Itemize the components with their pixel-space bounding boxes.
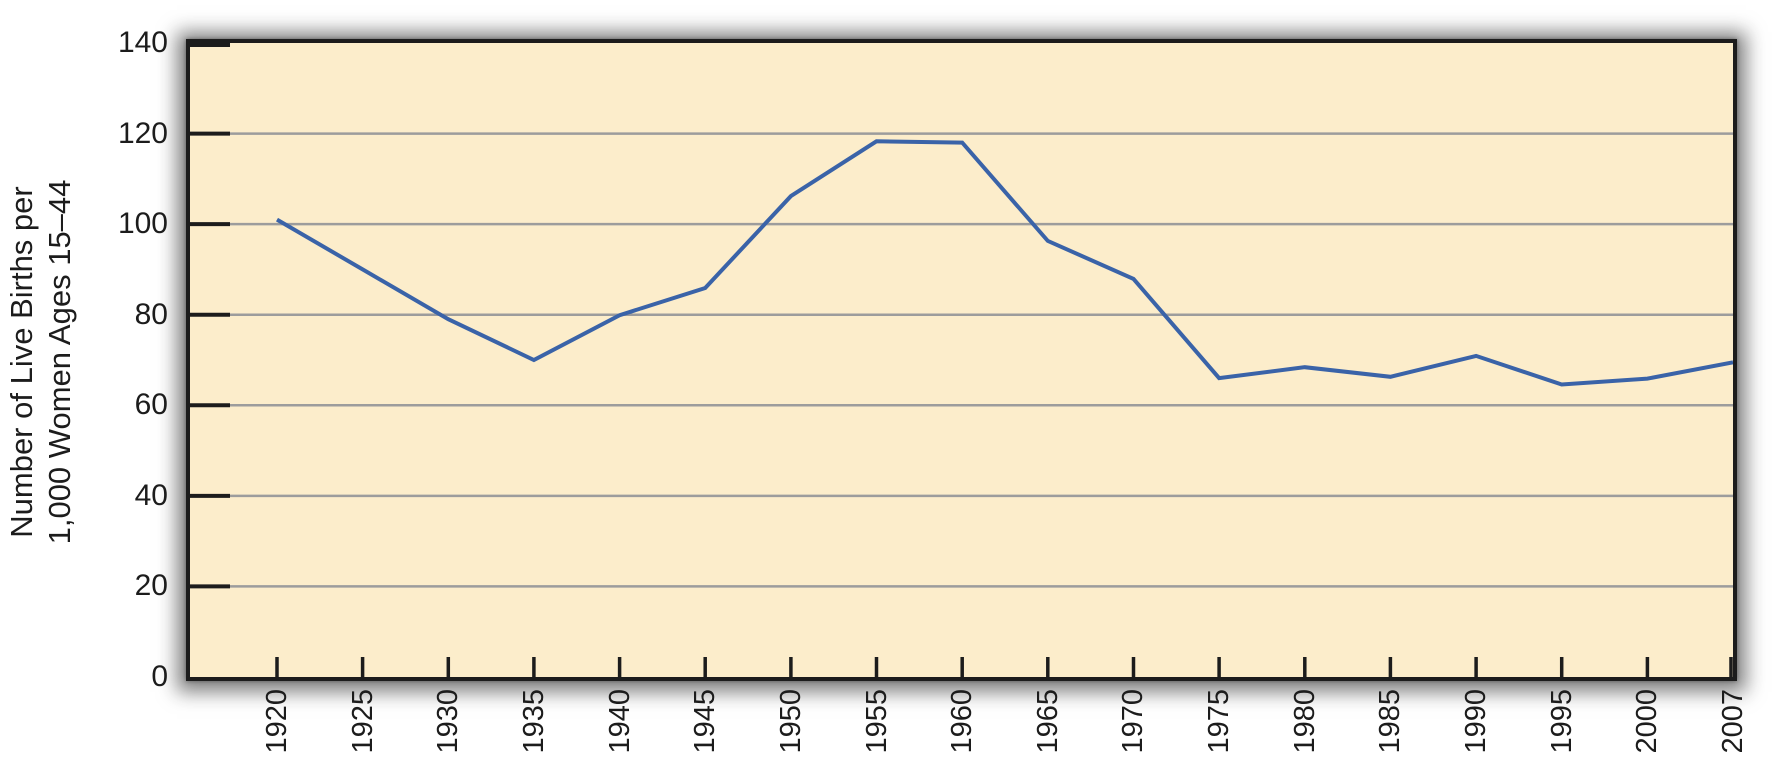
x-tick-label-1960: 1960 [946, 689, 978, 754]
x-tick-label-1955: 1955 [861, 689, 893, 754]
x-tick-label-2007: 2007 [1717, 689, 1749, 754]
x-tick-label-1940: 1940 [604, 689, 636, 754]
x-tick-label-1995: 1995 [1546, 689, 1578, 754]
y-tick-label-80: 80 [134, 298, 168, 331]
x-tick-label-1975: 1975 [1203, 689, 1235, 754]
x-tick-label-1990: 1990 [1460, 689, 1492, 754]
plot-area [186, 39, 1737, 681]
y-tick-label-0: 0 [151, 660, 168, 693]
x-tick-label-1985: 1985 [1374, 689, 1406, 754]
x-tick-label-2000: 2000 [1631, 689, 1663, 754]
x-tick-label-1970: 1970 [1117, 689, 1149, 754]
x-tick-label-1935: 1935 [518, 689, 550, 754]
x-tick-label-1920: 1920 [261, 689, 293, 754]
y-axis-title: Number of Live Births per 1,000 Women Ag… [3, 142, 79, 582]
y-axis-title-line1: Number of Live Births per [4, 186, 39, 538]
x-tick-label-1980: 1980 [1289, 689, 1321, 754]
x-tick-label-1930: 1930 [432, 689, 464, 754]
y-tick-label-140: 140 [117, 26, 168, 59]
y-tick-label-60: 60 [134, 388, 168, 421]
y-tick-label-20: 20 [134, 569, 168, 602]
y-tick-label-100: 100 [117, 207, 168, 240]
y-tick-label-120: 120 [117, 117, 168, 150]
y-tick-label-40: 40 [134, 479, 168, 512]
x-tick-label-1965: 1965 [1032, 689, 1064, 754]
x-tick-label-1950: 1950 [775, 689, 807, 754]
x-tick-label-1945: 1945 [689, 689, 721, 754]
y-axis-title-line2: 1,000 Women Ages 15–44 [42, 179, 77, 545]
line-chart-canvas [190, 43, 1733, 677]
birth-rate-line [275, 139, 1733, 387]
x-tick-label-1925: 1925 [347, 689, 379, 754]
